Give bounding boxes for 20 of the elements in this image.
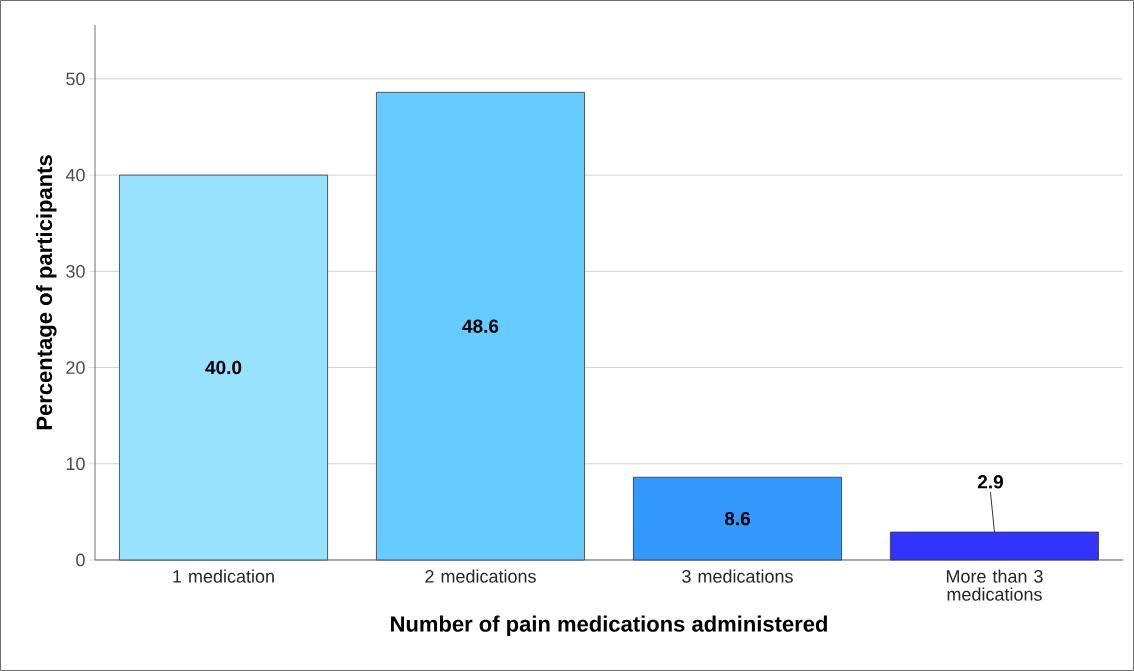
x-tick-label: 2 medications: [425, 569, 536, 583]
y-tick-label: 0: [76, 553, 85, 567]
y-tick-label: 40: [65, 168, 85, 182]
y-axis-title: Percentage of participants: [35, 155, 57, 430]
bar: [889, 531, 1099, 561]
x-tick-label: More than 3 medications: [946, 569, 1043, 601]
y-tick-label: 50: [66, 72, 85, 86]
y-tick-label: 30: [66, 264, 85, 278]
y-tick-label: 20: [66, 361, 85, 374]
x-axis-title: Number of pain medications administered: [391, 615, 827, 637]
data-label: 48.6: [462, 319, 499, 333]
y-tick-label: 10: [66, 457, 85, 471]
x-tick-label: 3 medications: [682, 569, 793, 583]
data-label: 40.0: [205, 360, 242, 375]
x-tick-label: 1 medication: [173, 569, 274, 583]
bar: [376, 91, 585, 561]
data-label: 2.9: [977, 475, 1003, 489]
data-label: 8.6: [724, 511, 750, 526]
bar: [633, 476, 842, 561]
bar: [119, 174, 328, 561]
